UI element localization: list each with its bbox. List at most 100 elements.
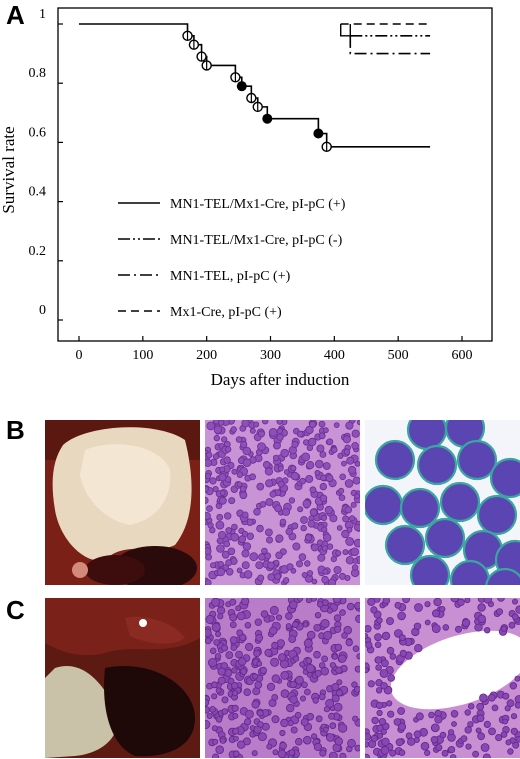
cell-nucleus — [296, 560, 304, 568]
cell-nucleus — [257, 732, 267, 742]
cell-nucleus — [211, 622, 221, 632]
cell-nucleus — [344, 479, 354, 488]
cell-nucleus — [285, 612, 293, 620]
cell-nucleus — [251, 750, 258, 757]
cell-nucleus — [265, 498, 274, 507]
cell-nucleus — [271, 715, 280, 724]
cell-nucleus — [229, 621, 237, 629]
cell-nucleus — [205, 698, 210, 707]
panel-c-gross-organ-photo — [45, 598, 200, 758]
cell-nucleus — [342, 435, 351, 444]
cell-nucleus — [375, 664, 382, 671]
cell-nucleus — [472, 750, 479, 758]
cell-nucleus — [231, 523, 238, 531]
cell-nucleus — [343, 448, 351, 456]
cell-nucleus — [305, 425, 314, 435]
cell-nucleus — [476, 702, 485, 711]
cell-nucleus — [211, 693, 218, 700]
panel-label-b: B — [6, 415, 25, 445]
cell-nucleus — [365, 667, 369, 674]
cell-nucleus — [258, 430, 266, 438]
cell-nucleus — [223, 540, 231, 548]
cell-nucleus — [385, 617, 394, 626]
cell-nucleus — [329, 722, 337, 730]
cell-nucleus — [216, 544, 225, 553]
cell-nucleus — [365, 625, 372, 633]
cell-nucleus — [477, 614, 486, 624]
cell-nucleus — [374, 656, 383, 664]
cell-nucleus — [356, 653, 360, 660]
cell-nucleus — [501, 625, 508, 632]
cell-nucleus — [244, 709, 254, 719]
cell-nucleus — [374, 633, 382, 642]
cell-nucleus — [254, 681, 263, 689]
cell-nucleus — [338, 487, 345, 494]
y-tick-label: 1 — [39, 7, 46, 22]
cell-nucleus — [267, 573, 275, 581]
cell-nucleus — [477, 732, 485, 741]
cell-nucleus — [255, 633, 264, 642]
cell-nucleus — [439, 731, 447, 739]
y-axis-label: Survival rate — [0, 126, 18, 213]
cell-nucleus — [319, 482, 327, 491]
cell-nucleus — [266, 536, 274, 544]
cell-nucleus — [206, 421, 216, 431]
cell-nucleus — [352, 476, 360, 485]
cell-nucleus — [210, 681, 218, 689]
cell-nucleus — [291, 522, 299, 530]
cell-nucleus — [269, 605, 279, 615]
cell-nucleus — [483, 720, 491, 729]
cell-nucleus — [302, 621, 309, 628]
cell-nucleus — [302, 499, 311, 508]
cell-nucleus — [217, 667, 226, 676]
cell-nucleus — [305, 663, 315, 673]
cell-nucleus — [354, 665, 360, 673]
cell-nucleus — [268, 615, 275, 622]
cell-nucleus — [339, 752, 347, 758]
x-tick-label: 100 — [132, 348, 153, 363]
cell-nucleus — [300, 524, 307, 532]
chart-legend: MN1-TEL/Mx1-Cre, pI-pC (+) MN1-TEL/Mx1-Cr… — [118, 197, 346, 320]
cell-nucleus — [329, 514, 338, 523]
cell-nucleus — [243, 688, 251, 696]
cell-nucleus — [320, 514, 328, 522]
cell-nucleus — [306, 712, 315, 721]
cell-nucleus — [514, 701, 520, 709]
cell-nucleus — [251, 673, 259, 680]
cell-nucleus — [329, 662, 337, 669]
cell-nucleus — [216, 567, 226, 577]
cell-nucleus — [497, 598, 505, 602]
cell-nucleus — [413, 622, 422, 630]
cell-nucleus — [230, 532, 240, 542]
cell-nucleus — [394, 601, 402, 609]
cell-nucleus — [297, 506, 304, 513]
cell-nucleus — [450, 710, 459, 718]
cell-nucleus — [249, 427, 256, 434]
cell-nucleus — [275, 534, 284, 543]
cell-nucleus — [354, 744, 360, 752]
cell-nucleus — [321, 575, 329, 584]
cell-nucleus — [382, 598, 391, 605]
cell-nucleus — [276, 433, 284, 441]
cell-nucleus — [243, 570, 253, 579]
cell-nucleus — [365, 753, 370, 758]
cell-nucleus — [488, 694, 496, 702]
cell-nucleus — [322, 462, 331, 470]
cell-nucleus — [375, 701, 384, 710]
cell-nucleus — [314, 469, 321, 476]
cell-nucleus — [232, 712, 239, 719]
cell-nucleus — [350, 547, 360, 557]
cell-nucleus — [305, 598, 312, 604]
cell-nucleus — [241, 420, 250, 428]
cell-nucleus — [432, 609, 441, 618]
series-line-1 — [79, 23, 431, 148]
cell-nucleus — [350, 501, 357, 508]
cell-nucleus — [405, 732, 413, 740]
cell-nucleus — [242, 542, 252, 551]
cell-nucleus — [231, 704, 239, 712]
legend-label: MN1-TEL, pI-pC (+) — [170, 269, 291, 284]
cell-nucleus — [475, 727, 482, 734]
cell-nucleus — [386, 646, 395, 655]
cell-nucleus — [265, 528, 273, 537]
cell-nucleus — [321, 526, 328, 533]
